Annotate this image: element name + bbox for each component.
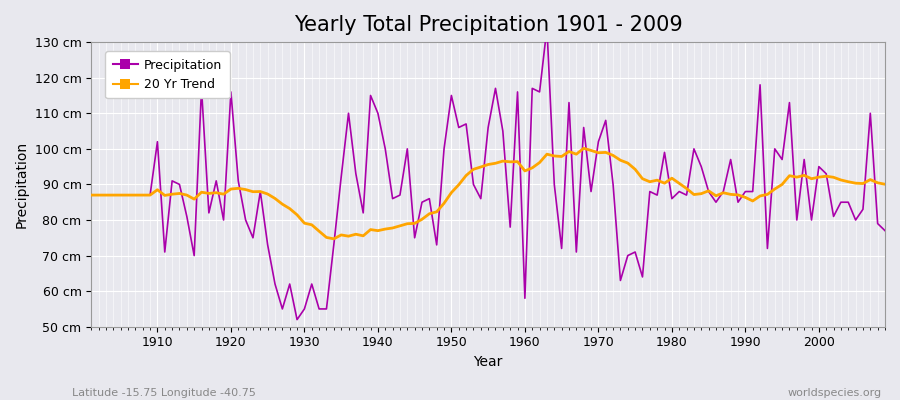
Y-axis label: Precipitation: Precipitation [15,141,29,228]
X-axis label: Year: Year [473,355,503,369]
Title: Yearly Total Precipitation 1901 - 2009: Yearly Total Precipitation 1901 - 2009 [293,15,682,35]
Text: worldspecies.org: worldspecies.org [788,388,882,398]
Text: Latitude -15.75 Longitude -40.75: Latitude -15.75 Longitude -40.75 [72,388,256,398]
Legend: Precipitation, 20 Yr Trend: Precipitation, 20 Yr Trend [105,51,230,98]
